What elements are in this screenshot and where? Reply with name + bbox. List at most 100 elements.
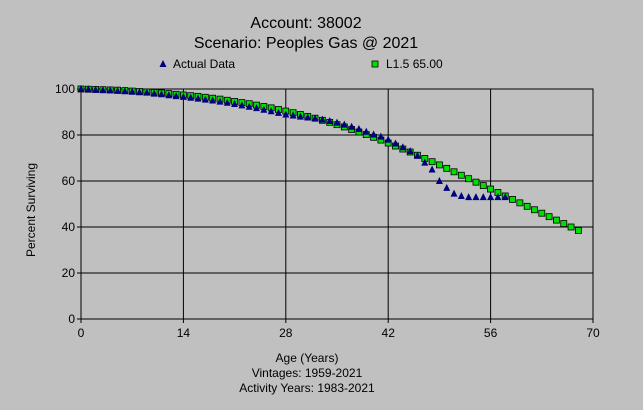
actual-data-point [457, 191, 465, 199]
actual-data-point [179, 92, 187, 100]
actual-data-point [157, 90, 165, 98]
fitted-curve-point [553, 216, 560, 224]
actual-data-point [465, 193, 473, 201]
actual-data-point [340, 120, 348, 128]
actual-data-point [187, 93, 195, 101]
x-tick-label: 56 [484, 326, 498, 340]
actual-data-point [450, 189, 458, 197]
actual-data-point [143, 88, 151, 96]
y-tick-label: 0 [68, 312, 75, 326]
chart-title: Account: 38002 [250, 15, 361, 32]
fitted-curve-point [443, 164, 451, 172]
legend-label-fitted: L1.5 65.00 [386, 57, 443, 71]
actual-data-point [304, 113, 312, 121]
actual-data-point [253, 104, 261, 112]
fitted-curve-point [479, 182, 487, 190]
legend-marker-actual [159, 60, 167, 67]
x-tick-label: 14 [177, 326, 191, 340]
actual-data-point [201, 95, 209, 103]
actual-data-point [399, 143, 407, 151]
legend: Actual Data L1.5 65.00 [159, 57, 443, 71]
actual-data-point [326, 116, 334, 124]
actual-data-point [172, 92, 180, 100]
actual-data-point [114, 86, 122, 94]
fitted-curve-point [509, 195, 516, 203]
fitted-curve-point [538, 209, 546, 217]
fitted-curve-point [567, 223, 575, 231]
actual-data-point [194, 94, 202, 102]
actual-data-point [150, 89, 158, 97]
fitted-curve-point [472, 178, 480, 186]
actual-data-point [413, 151, 421, 159]
y-tick-label: 60 [62, 174, 76, 188]
x-tick-label: 0 [78, 326, 85, 340]
actual-data-point [311, 114, 319, 122]
legend-label-actual: Actual Data [173, 57, 235, 71]
actual-data-point [223, 98, 231, 106]
actual-data-point [377, 132, 385, 140]
actual-data-point [209, 96, 217, 104]
actual-data-point [421, 158, 429, 166]
actual-data-point [245, 102, 253, 110]
actual-data-point [406, 147, 414, 155]
y-tick-label: 80 [62, 128, 76, 142]
activity-years-note: Activity Years: 1983-2021 [239, 381, 375, 395]
actual-data-point [260, 105, 268, 113]
tick-labels: 0 14 28 42 56 70 0 20 40 60 80 100 [55, 82, 600, 340]
actual-data-point [428, 165, 436, 173]
fitted-curve-point [531, 206, 538, 214]
actual-data-point [282, 110, 290, 118]
actual-data-point [165, 91, 173, 99]
fitted-curve-point [487, 185, 495, 193]
grid-lines [81, 89, 593, 319]
actual-data-point [348, 122, 356, 130]
actual-data-point [479, 193, 487, 201]
fitted-curve-point [545, 213, 553, 221]
x-axis-label: Age (Years) [276, 351, 339, 365]
actual-data-point [355, 125, 363, 133]
fitted-curve-point [516, 199, 524, 207]
fitted-curve-point [457, 171, 465, 179]
actual-data-point [296, 112, 304, 120]
actual-data-point [435, 177, 443, 184]
actual-data-point [92, 85, 100, 93]
actual-data-point [136, 88, 144, 96]
actual-data-point [494, 193, 502, 201]
actual-data-point [443, 183, 451, 191]
vintages-note: Vintages: 1959-2021 [252, 366, 363, 380]
actual-data-point [231, 99, 239, 107]
actual-data-point [501, 193, 509, 201]
y-tick-label: 40 [62, 220, 76, 234]
y-axis-label: Percent Surviving [24, 163, 38, 257]
actual-data-point [370, 130, 378, 138]
y-tick-label: 20 [62, 266, 76, 280]
actual-data-point [99, 86, 107, 94]
fitted-curve-point [560, 220, 568, 227]
y-tick-label: 100 [55, 82, 75, 96]
fitted-curve-point [523, 202, 531, 210]
fitted-curve-point [450, 168, 458, 176]
x-tick-label: 42 [382, 326, 396, 340]
actual-data-point [128, 87, 136, 95]
actual-data-point [84, 85, 92, 93]
actual-data-point [77, 85, 85, 92]
actual-data-point [267, 107, 275, 115]
fitted-curve-point [465, 175, 473, 183]
actual-data-point [392, 139, 400, 147]
data-points [77, 85, 582, 234]
actual-data-point [487, 193, 495, 201]
actual-data-point [216, 97, 224, 105]
fitted-curve-point [574, 227, 582, 234]
actual-data-point [362, 127, 370, 135]
actual-data-point [121, 87, 129, 95]
chart-subtitle: Scenario: Peoples Gas @ 2021 [194, 35, 418, 52]
fitted-curve-point [435, 161, 443, 169]
actual-data-point [274, 108, 282, 116]
fitted-curve-point [428, 158, 436, 166]
actual-data-point [106, 86, 114, 94]
legend-marker-fitted [371, 60, 379, 68]
actual-data-point [333, 118, 341, 126]
x-tick-label: 70 [586, 326, 600, 340]
